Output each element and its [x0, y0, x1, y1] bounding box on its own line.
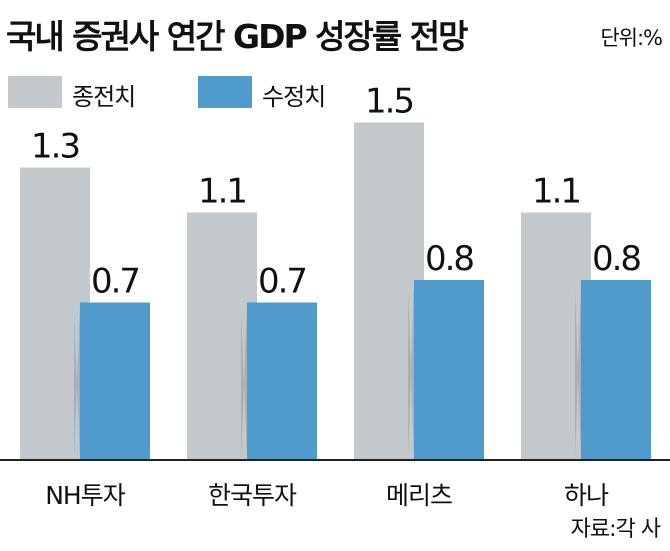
bar-revised-2	[414, 280, 484, 460]
bar-shadow-0	[74, 302, 80, 460]
legend-label-revised: 수정치	[262, 83, 326, 111]
data-label-revised-3: 0.8	[592, 239, 640, 279]
unit-label: 단위:%	[600, 26, 663, 50]
data-label-revised-0: 0.7	[91, 262, 139, 302]
bar-previous-2	[354, 122, 424, 460]
legend-label-previous: 종전치	[72, 83, 136, 111]
bar-revised-1	[247, 302, 317, 460]
source-note: 자료:각 사	[570, 517, 661, 542]
bar-shadow-1	[241, 302, 247, 460]
title-row: 국내 증권사 연간 GDP 성장률 전망 단위:%	[6, 8, 666, 58]
category-label-1: 한국투자	[208, 481, 297, 510]
category-label-2: 메리츠	[386, 481, 452, 510]
legend-swatch-revised	[198, 76, 252, 108]
bar-previous-3	[521, 212, 591, 460]
data-label-revised-1: 0.7	[258, 262, 306, 302]
category-label-3: 하나	[564, 481, 609, 510]
bar-previous-1	[187, 212, 257, 460]
bar-revised-0	[80, 302, 150, 460]
data-label-previous-1: 1.1	[198, 172, 246, 212]
bar-shadow-3	[575, 280, 581, 460]
legend-swatch-previous	[8, 76, 62, 108]
bar-revised-3	[581, 280, 651, 460]
category-label-0: NH투자	[45, 481, 126, 510]
data-label-revised-2: 0.8	[425, 239, 473, 279]
bar-previous-0	[20, 167, 90, 460]
chart-title: 국내 증권사 연간 GDP 성장률 전망	[6, 17, 468, 56]
bar-shadow-2	[408, 280, 414, 460]
data-label-previous-3: 1.1	[532, 172, 580, 212]
data-label-previous-0: 1.3	[31, 127, 79, 167]
data-label-previous-2: 1.5	[365, 82, 413, 122]
